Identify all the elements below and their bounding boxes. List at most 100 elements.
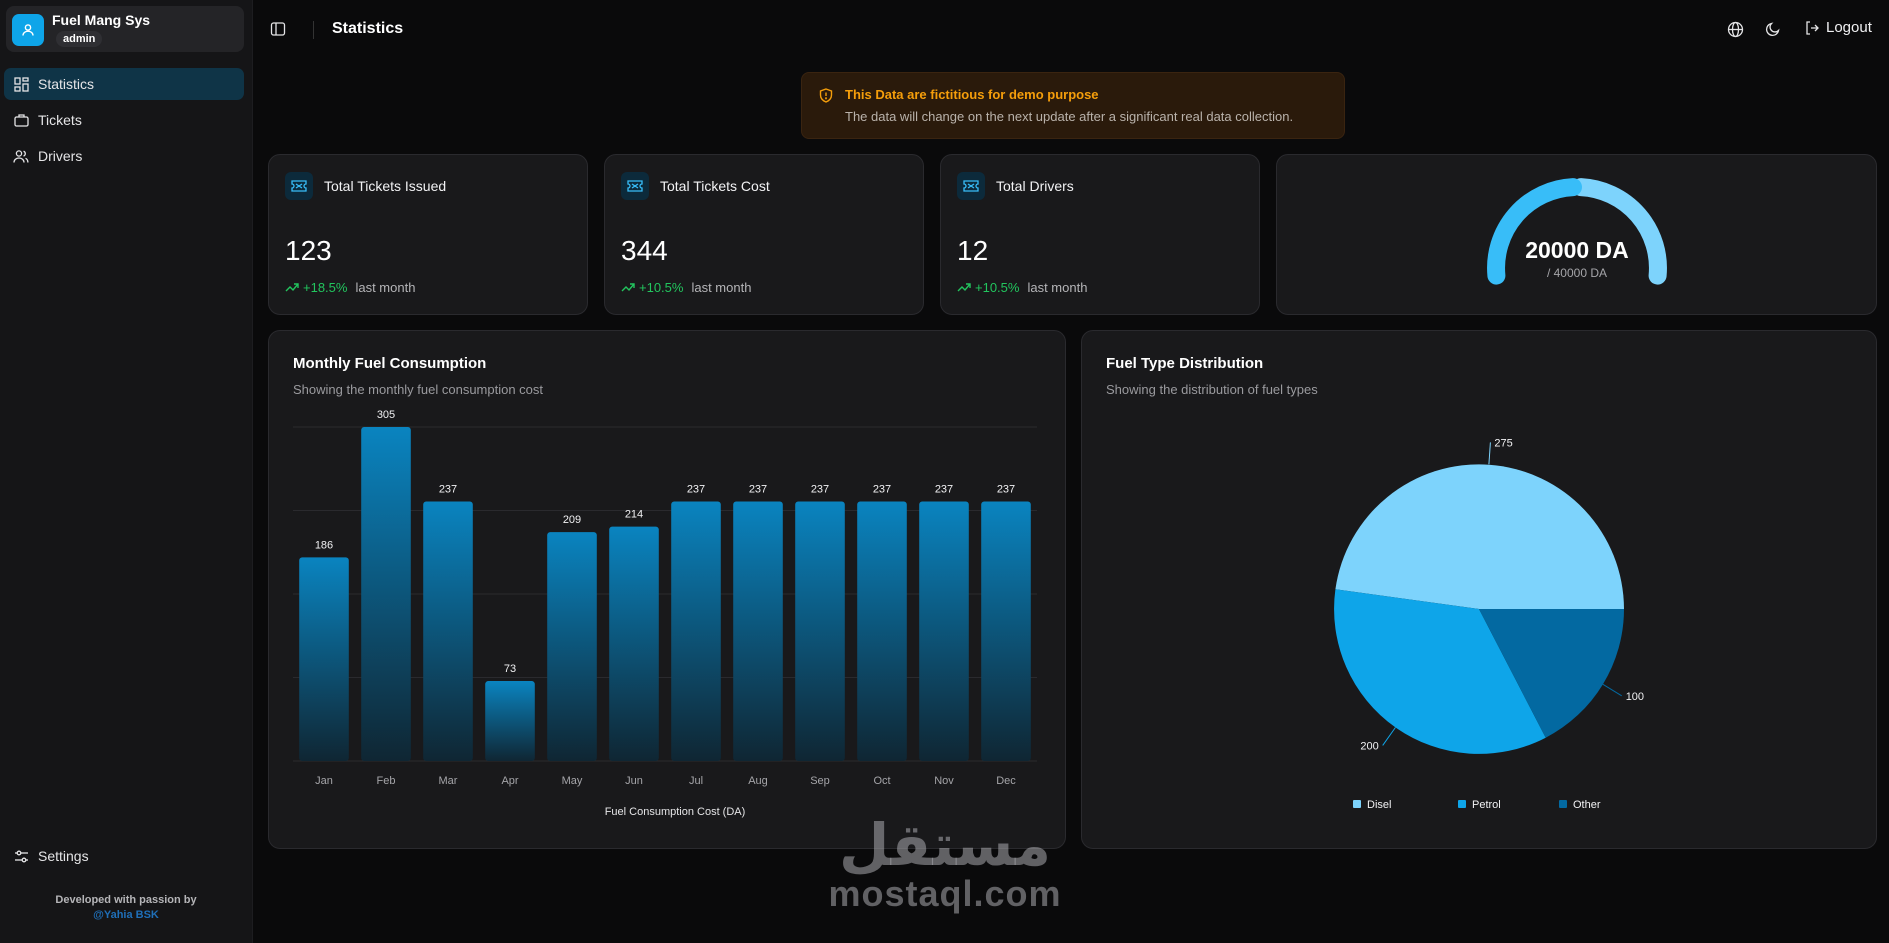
x-tick-label: Jul	[689, 775, 703, 787]
x-tick-label: Apr	[501, 775, 518, 787]
monthly-fuel-card: Monthly Fuel Consumption Showing the mon…	[268, 330, 1066, 849]
shield-alert-icon	[819, 88, 833, 108]
x-tick-label: Dec	[996, 775, 1016, 787]
bar-value-label: 305	[377, 409, 395, 421]
trend-period: last month	[691, 280, 752, 295]
pie-slice-petrol	[1334, 589, 1546, 754]
trending-up-icon	[621, 280, 635, 295]
sidebar-item-settings[interactable]: Settings	[4, 840, 244, 872]
trend-period: last month	[355, 280, 416, 295]
sidebar-item-tickets[interactable]: Tickets	[4, 104, 244, 136]
stat-value: 123	[285, 235, 332, 266]
x-tick-label: Sep	[810, 775, 830, 787]
gauge-track	[1572, 178, 1667, 285]
bar-value-label: 237	[749, 483, 767, 495]
pie-slice-other	[1479, 609, 1624, 738]
chart-title: Fuel Type Distribution	[1106, 355, 1264, 372]
fuel-type-card: Fuel Type Distribution Showing the distr…	[1081, 330, 1877, 849]
stat-value: 344	[621, 235, 668, 266]
alert-text: The data will change on the next update …	[845, 109, 1294, 124]
bar-mar	[423, 501, 473, 761]
stat-trend: +10.5% last month	[957, 280, 1087, 295]
dashboard-grid-icon	[12, 75, 30, 93]
bar-dec	[981, 501, 1031, 761]
stat-card-tickets-issued: Total Tickets Issued 123 +18.5% last mon…	[268, 154, 588, 315]
sidebar-toggle-icon[interactable]	[270, 21, 286, 42]
bar-jul	[671, 501, 721, 761]
user-icon	[12, 14, 44, 46]
bar-value-label: 237	[811, 483, 829, 495]
pie-value-label: 200	[1360, 740, 1378, 752]
stat-label: Total Tickets Cost	[660, 178, 770, 194]
demo-alert: This Data are fictitious for demo purpos…	[801, 72, 1345, 139]
stat-trend: +18.5% last month	[285, 280, 415, 295]
ticket-icon	[621, 172, 649, 200]
chart-title: Monthly Fuel Consumption	[293, 355, 487, 372]
gauge-total: / 40000 DA	[1547, 266, 1607, 280]
stat-card-tickets-cost: Total Tickets Cost 344 +10.5% last month	[604, 154, 924, 315]
stat-label: Total Drivers	[996, 178, 1074, 194]
pie-value-label: 100	[1626, 691, 1644, 703]
ticket-icon	[285, 172, 313, 200]
app-title: Fuel Mang Sys	[52, 12, 151, 28]
stat-card-drivers: Total Drivers 12 +10.5% last month	[940, 154, 1260, 315]
bar-nov	[919, 501, 969, 761]
sliders-icon	[12, 847, 30, 865]
sidebar-item-drivers[interactable]: Drivers	[4, 140, 244, 172]
bar-aug	[733, 501, 783, 761]
stat-label: Total Tickets Issued	[324, 178, 447, 194]
bar-jan	[299, 557, 349, 761]
bar-value-label: 186	[315, 539, 333, 551]
watermark-latin: mostaql.com	[828, 873, 1062, 914]
trending-up-icon	[285, 280, 299, 295]
x-tick-label: Nov	[934, 775, 954, 787]
pie-value-label: 275	[1494, 437, 1512, 449]
gauge-value: 20000 DA	[1525, 237, 1629, 263]
sidebar-item-label: Drivers	[38, 148, 83, 164]
bar-sep	[795, 501, 845, 761]
pie-leader-line	[1602, 683, 1622, 697]
credits: Developed with passion by @Yahia BSK	[0, 893, 252, 923]
globe-icon[interactable]	[1727, 21, 1744, 43]
header-divider	[313, 21, 314, 39]
ticket-icon	[957, 172, 985, 200]
brand-switcher[interactable]: Fuel Mang Sys admin	[6, 6, 244, 52]
sidebar-item-label: Settings	[38, 848, 89, 864]
stat-trend: +10.5% last month	[621, 280, 751, 295]
author-link[interactable]: @Yahia BSK	[93, 909, 159, 921]
pie-leader-line	[1382, 727, 1396, 746]
trend-percent: +10.5%	[639, 280, 684, 295]
bar-value-label: 237	[687, 483, 705, 495]
bar-value-label: 209	[563, 514, 581, 526]
sidebar: Fuel Mang Sys admin Statistics Tickets D…	[0, 0, 253, 943]
budget-gauge: 20000 DA / 40000 DA	[1487, 178, 1667, 285]
pie-chart: 275 200 100 Disel Petrol Other	[1334, 437, 1644, 811]
x-tick-label: Aug	[748, 775, 768, 787]
trending-up-icon	[957, 280, 971, 295]
moon-icon[interactable]	[1765, 21, 1781, 42]
logout-button[interactable]: Logout	[1804, 19, 1872, 36]
x-axis-label: Fuel Consumption Cost (DA)	[605, 806, 746, 818]
chart-subtitle: Showing the monthly fuel consumption cos…	[293, 382, 544, 397]
credits-text: Developed with passion by	[55, 894, 197, 906]
stat-value: 12	[957, 235, 989, 266]
sidebar-item-statistics[interactable]: Statistics	[4, 68, 244, 100]
logout-label: Logout	[1826, 19, 1872, 36]
bar-apr	[485, 681, 535, 761]
bar-value-label: 214	[625, 509, 643, 521]
budget-gauge-card: 20000 DA / 40000 DA	[1276, 154, 1877, 315]
x-tick-label: Jan	[315, 775, 333, 787]
logout-icon	[1804, 20, 1820, 36]
x-tick-label: Oct	[873, 775, 890, 787]
x-tick-label: Feb	[377, 775, 396, 787]
trend-percent: +18.5%	[303, 280, 348, 295]
bar-oct	[857, 501, 907, 761]
ticket-icon	[12, 111, 30, 129]
legend-label: Petrol	[1472, 799, 1501, 811]
watermark-arabic: مستقل	[838, 811, 1052, 879]
trend-period: last month	[1027, 280, 1088, 295]
bar-value-label: 237	[997, 483, 1015, 495]
pie-leader-line	[1488, 442, 1491, 465]
legend-label: Other	[1573, 799, 1601, 811]
bar-may	[547, 532, 597, 761]
